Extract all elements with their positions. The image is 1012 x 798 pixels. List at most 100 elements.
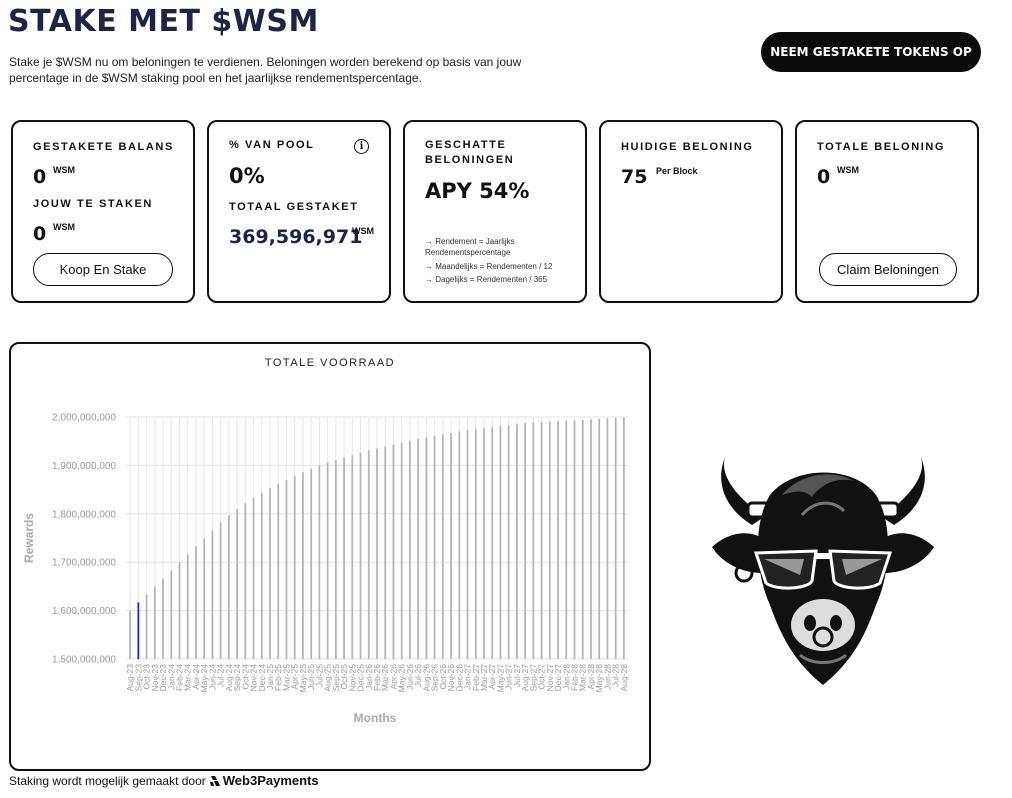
bar-Nov-23 [153,586,156,659]
x-tick-label: Dec-24 [257,664,267,692]
x-tick-label: Mar-28 [578,664,588,691]
x-tick-label: Nov-24 [249,664,259,692]
x-tick-label: Oct-23 [142,664,152,690]
x-tick-label: Aug-23 [125,664,135,692]
apy-note-monthly: → Maandelijks = Rendementen / 12 [425,262,553,271]
x-tick-label: Feb-28 [570,664,580,691]
staked-balance-unit: WSM [53,165,75,175]
footer-text: Staking wordt mogelijk gemaakt door [9,773,206,788]
pool-share-value: 0% [229,164,265,188]
bar-Apr-26 [392,444,395,659]
bar-Apr-28 [590,419,592,659]
x-tick-label: May-28 [594,664,604,693]
x-tick-label: Mar-26 [380,664,390,691]
current-reward-label: HUIDIGE BELONING [621,141,754,153]
bar-Sep-26 [433,435,436,659]
bar-May-24 [203,538,206,659]
chart-title: TOTALE VOORRAAD [264,357,396,369]
bar-Jan-28 [565,420,568,659]
x-tick-label: Apr-26 [388,664,398,690]
bar-Jul-26 [417,438,420,659]
bar-Oct-25 [343,457,345,659]
x-tick-label: Mar-25 [281,664,291,691]
bar-Aug-23 [129,610,132,659]
x-tick-label: Oct-26 [438,664,448,690]
total-supply-chart: TOTALE VOORRAAD 1,500,000,000 1,600,000,0… [9,342,651,771]
buy-and-stake-button[interactable]: Koop En Stake [33,253,173,286]
x-tick-label: Jul-27 [512,664,522,687]
bar-May-26 [400,442,403,659]
x-tick-label: Jun-24 [207,664,217,690]
x-tick-label: May-25 [298,664,308,693]
x-tick-label: Jul-28 [611,664,621,687]
bar-Apr-25 [293,476,296,659]
bar-Jul-25 [318,465,321,659]
estimated-rewards-label-line1: GESCHATTE [425,139,507,151]
withdraw-staked-tokens-button[interactable]: NEEM GESTAKETE TOKENS OP [761,32,981,72]
total-staked-label: TOTAAL GESTAKET [229,201,359,213]
y-axis-title: Rewards [22,513,36,563]
bar-Mar-25 [285,479,288,659]
bar-Dec-24 [260,492,263,659]
bar-Mar-24 [186,554,189,659]
bar-Mar-28 [581,419,584,659]
bar-Jun-28 [606,418,609,659]
x-tick-label: Oct-24 [240,664,250,690]
x-tick-label: Jul-26 [413,664,423,687]
total-reward-value: 0 [817,166,831,188]
x-tick-label: Aug-26 [421,664,431,692]
bar-Dec-25 [359,452,362,659]
x-tick-label: Jan-27 [463,664,473,690]
bar-Aug-27 [524,423,527,659]
bar-Sep-23 [137,602,140,659]
estimated-rewards-card: GESCHATTE BELONINGEN APY 54% → Rendement… [403,120,587,303]
x-tick-label: Nov-25 [347,664,357,692]
bar-Jun-26 [409,440,411,659]
pool-share-card: % VAN POOL i 0% TOTAAL GESTAKET 369,596,… [207,120,391,303]
apy-note-yield: → Rendement = Jaarlijks Rendementspercen… [425,237,515,257]
bar-Jun-27 [507,425,510,659]
x-tick-label: Sep-25 [331,664,341,692]
bar-Jan-25 [269,488,271,659]
x-tick-label: Nov-27 [545,664,555,692]
x-tick-label: Jan-26 [364,664,374,690]
bar-Jul-27 [516,424,518,659]
y-tick-label: 1,800,000,000 [52,509,116,520]
x-tick-label: Mar-27 [479,664,489,691]
x-tick-label: Apr-28 [586,664,596,690]
bar-Feb-28 [573,420,576,659]
y-tick-label: 1,700,000,000 [52,558,116,569]
y-tick-label: 1,600,000,000 [52,606,116,617]
bar-Aug-26 [425,437,428,659]
x-axis-title: Months [354,711,397,725]
web3payments-link[interactable]: Web3Payments [209,773,319,788]
x-tick-label: Jan-28 [561,664,571,690]
bar-Nov-27 [548,421,551,659]
bar-Jun-25 [310,468,313,659]
bar-Oct-27 [540,422,543,659]
x-tick-label: Sep-23 [133,664,143,692]
info-icon[interactable]: i [354,139,369,154]
pool-share-label: % VAN POOL [229,139,315,151]
web3payments-brand: Web3Payments [222,773,319,788]
bar-Jul-24 [219,522,222,659]
claim-rewards-button[interactable]: Claim Beloningen [819,253,957,286]
x-tick-label: Jun-26 [405,664,415,690]
bar-Oct-24 [244,503,247,659]
x-tick-label: May-27 [495,664,505,693]
x-tick-label: Dec-23 [158,664,168,692]
x-tick-label: Jun-28 [602,664,612,690]
bar-Jul-28 [614,417,617,659]
current-reward-unit: Per Block [656,166,698,176]
intro-text: Stake je $WSM nu om beloningen te verdie… [9,55,522,85]
total-reward-card: TOTALE BELONING 0 WSM Claim Beloningen [795,120,979,303]
x-tick-label: Sep-24 [232,664,242,692]
bar-Jan-24 [170,570,173,659]
x-tick-label: Feb-27 [471,664,481,691]
bar-Sep-27 [532,422,535,659]
bar-Aug-24 [227,515,230,659]
bar-May-25 [302,472,304,659]
total-reward-label: TOTALE BELONING [817,141,946,153]
x-tick-label: Feb-24 [174,664,184,691]
x-tick-label: Aug-24 [224,664,234,692]
